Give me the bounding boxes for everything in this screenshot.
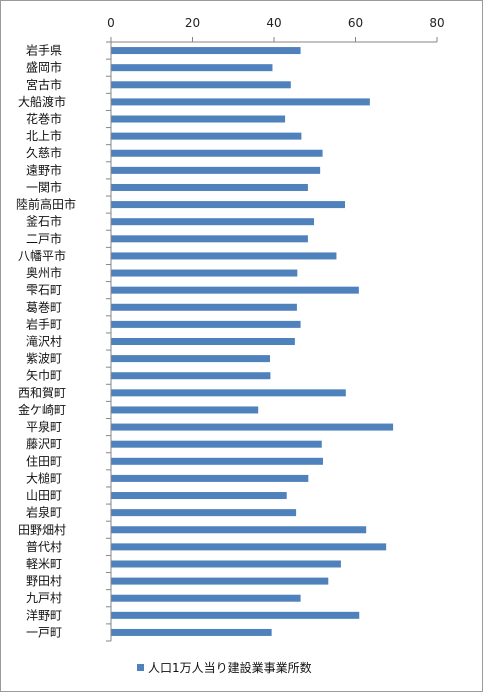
bar [111, 423, 394, 431]
bar [111, 132, 302, 140]
bar [111, 577, 329, 585]
bar [111, 338, 295, 345]
bar [111, 440, 322, 448]
category-label: 軽米町 [26, 557, 62, 571]
category-label: 陸前高田市 [16, 197, 76, 212]
category-label: 住田町 [26, 454, 62, 468]
bar [111, 81, 291, 89]
category-label: 盛岡市 [26, 60, 62, 75]
category-label: 紫波町 [26, 352, 62, 366]
category-label: 滝沢村 [26, 335, 62, 349]
category-label: 釜石市 [26, 214, 62, 229]
bar [111, 611, 360, 619]
bar [111, 286, 359, 294]
category-label: 大槌町 [26, 470, 62, 485]
category-label: 洋野町 [26, 607, 62, 622]
category-label: 北上市 [26, 128, 62, 143]
bar [111, 457, 323, 465]
category-label: 普代村 [26, 540, 62, 554]
category-label: 雫石町 [26, 283, 62, 297]
x-tick-label: 60 [348, 16, 363, 30]
category-label: 西和賀町 [18, 386, 66, 400]
category-label: 岩手町 [26, 316, 62, 331]
bar [111, 560, 341, 568]
bar [111, 594, 301, 602]
category-label: 野田村 [26, 574, 62, 588]
x-tick-label: 80 [429, 16, 444, 30]
bar [111, 303, 297, 311]
category-label: 奥州市 [26, 265, 62, 280]
axes [106, 37, 438, 642]
legend-swatch [137, 664, 144, 671]
bar [111, 235, 308, 243]
bar [111, 218, 315, 226]
category-label: 八幡平市 [18, 248, 66, 263]
x-tick-label: 40 [266, 16, 281, 30]
bar [111, 47, 301, 55]
category-label: 久慈市 [26, 145, 62, 160]
bar [111, 269, 298, 277]
category-label: 平泉町 [26, 420, 62, 434]
legend: 人口1万人当り建設業事業所数 [137, 660, 312, 675]
bar [111, 166, 321, 174]
category-label: 大船渡市 [18, 94, 66, 109]
bar [111, 474, 309, 482]
y-tick-labels: 岩手県盛岡市宮古市大船渡市花巻市北上市久慈市遠野市一関市陸前高田市釜石市二戸市八… [16, 43, 76, 640]
bar [111, 183, 308, 191]
category-label: 岩手県 [26, 43, 62, 58]
bar [111, 252, 337, 260]
bar [111, 64, 273, 72]
category-label: 遠野市 [26, 162, 62, 177]
bar [111, 201, 345, 209]
bar [111, 543, 387, 551]
category-label: 金ケ崎町 [18, 402, 66, 417]
bar [111, 406, 259, 414]
bars [111, 47, 394, 636]
category-label: 一戸町 [26, 625, 62, 639]
category-label: 矢巾町 [26, 369, 62, 383]
category-label: 宮古市 [26, 77, 62, 92]
x-tick-labels: 0 20 40 60 80 [107, 16, 444, 30]
category-label: 二戸市 [26, 231, 62, 246]
bar [111, 320, 301, 328]
bar [111, 355, 271, 363]
bar [111, 372, 271, 380]
category-label: 一関市 [26, 179, 62, 194]
category-label: 九戸村 [26, 591, 62, 605]
bar [111, 509, 297, 517]
legend-label: 人口1万人当り建設業事業所数 [148, 660, 312, 675]
bar [111, 98, 370, 106]
category-label: 花巻市 [26, 111, 62, 126]
category-label: 葛巻町 [26, 300, 62, 314]
x-tick-label: 0 [107, 16, 115, 30]
bar [111, 149, 323, 157]
category-label: 藤沢町 [26, 437, 62, 451]
bar [111, 628, 272, 636]
category-label: 田野畑村 [18, 523, 66, 537]
bar [111, 115, 286, 123]
bar [111, 492, 287, 500]
bar [111, 526, 367, 534]
x-tick-label: 20 [185, 16, 200, 30]
category-label: 山田町 [26, 489, 62, 503]
bar [111, 389, 346, 397]
category-label: 岩泉町 [26, 505, 62, 520]
